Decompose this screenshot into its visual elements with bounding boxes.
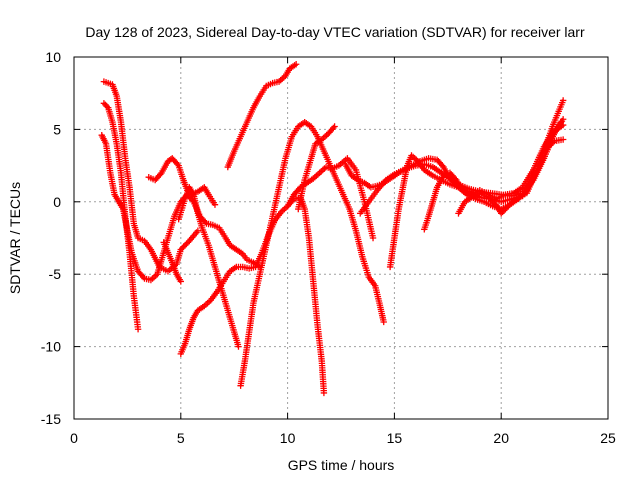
data-point: [235, 343, 242, 350]
data-point: [499, 208, 506, 216]
data-point: [498, 210, 505, 217]
series-9: [237, 118, 387, 389]
x-tick-label: 15: [387, 430, 403, 446]
y-tick-label: -5: [49, 266, 62, 282]
data-point: [180, 243, 187, 250]
series-7: [175, 184, 242, 350]
data-point: [330, 124, 337, 132]
data-point: [103, 103, 110, 110]
data-points: [98, 61, 567, 397]
data-point: [500, 207, 508, 214]
y-tick-label: 10: [45, 49, 61, 65]
data-point: [485, 194, 492, 201]
data-point: [179, 244, 186, 252]
data-point: [292, 61, 300, 68]
y-tick-label: 5: [53, 121, 61, 137]
series-16: [455, 136, 567, 217]
tick-labels: 0 5 10 15 20 25 10 5 0 -5 -10 -15: [41, 49, 616, 446]
data-point: [134, 326, 142, 333]
data-point: [100, 100, 108, 107]
data-point: [320, 389, 328, 397]
data-point: [490, 200, 498, 207]
x-axis-label: GPS time / hours: [288, 457, 395, 473]
x-tick-label: 0: [70, 430, 78, 446]
data-point: [184, 239, 192, 246]
series-15: [421, 121, 567, 233]
x-tick-label: 25: [600, 430, 616, 446]
series-1: [100, 78, 202, 275]
x-tick-label: 20: [493, 430, 509, 446]
data-point: [559, 116, 567, 123]
data-point: [503, 204, 511, 211]
series-8: [224, 61, 300, 171]
data-point: [486, 195, 494, 203]
data-point: [331, 123, 338, 130]
data-point: [181, 242, 189, 249]
data-point: [211, 201, 219, 208]
data-point: [102, 101, 109, 108]
data-point: [369, 234, 377, 242]
x-tick-label: 10: [280, 430, 296, 446]
data-point: [157, 171, 164, 178]
y-axis-label: SDTVAR / TECUs: [7, 182, 23, 294]
series-10: [295, 123, 338, 213]
data-point: [194, 227, 202, 234]
data-point: [380, 318, 387, 326]
data-point: [492, 201, 499, 208]
data-point: [488, 197, 495, 204]
grid: [74, 57, 608, 419]
y-tick-label: -10: [41, 339, 61, 355]
data-point: [502, 205, 509, 213]
data-point: [177, 246, 184, 253]
y-tick-label: 0: [53, 194, 61, 210]
data-point: [559, 121, 567, 129]
chart-title: Day 128 of 2023, Sidereal Day-to-day VTE…: [85, 24, 585, 40]
data-point: [559, 136, 567, 143]
data-point: [177, 278, 184, 285]
y-tick-label: -15: [41, 411, 61, 427]
data-point: [505, 202, 512, 210]
data-point: [183, 240, 190, 247]
data-point: [140, 273, 147, 281]
plot-frame: [73, 56, 609, 420]
series-5: [160, 239, 184, 285]
data-point: [174, 160, 181, 168]
data-point: [439, 162, 446, 169]
data-point: [451, 175, 459, 182]
x-tick-label: 5: [177, 430, 185, 446]
data-point: [559, 97, 567, 104]
data-point: [489, 198, 496, 205]
